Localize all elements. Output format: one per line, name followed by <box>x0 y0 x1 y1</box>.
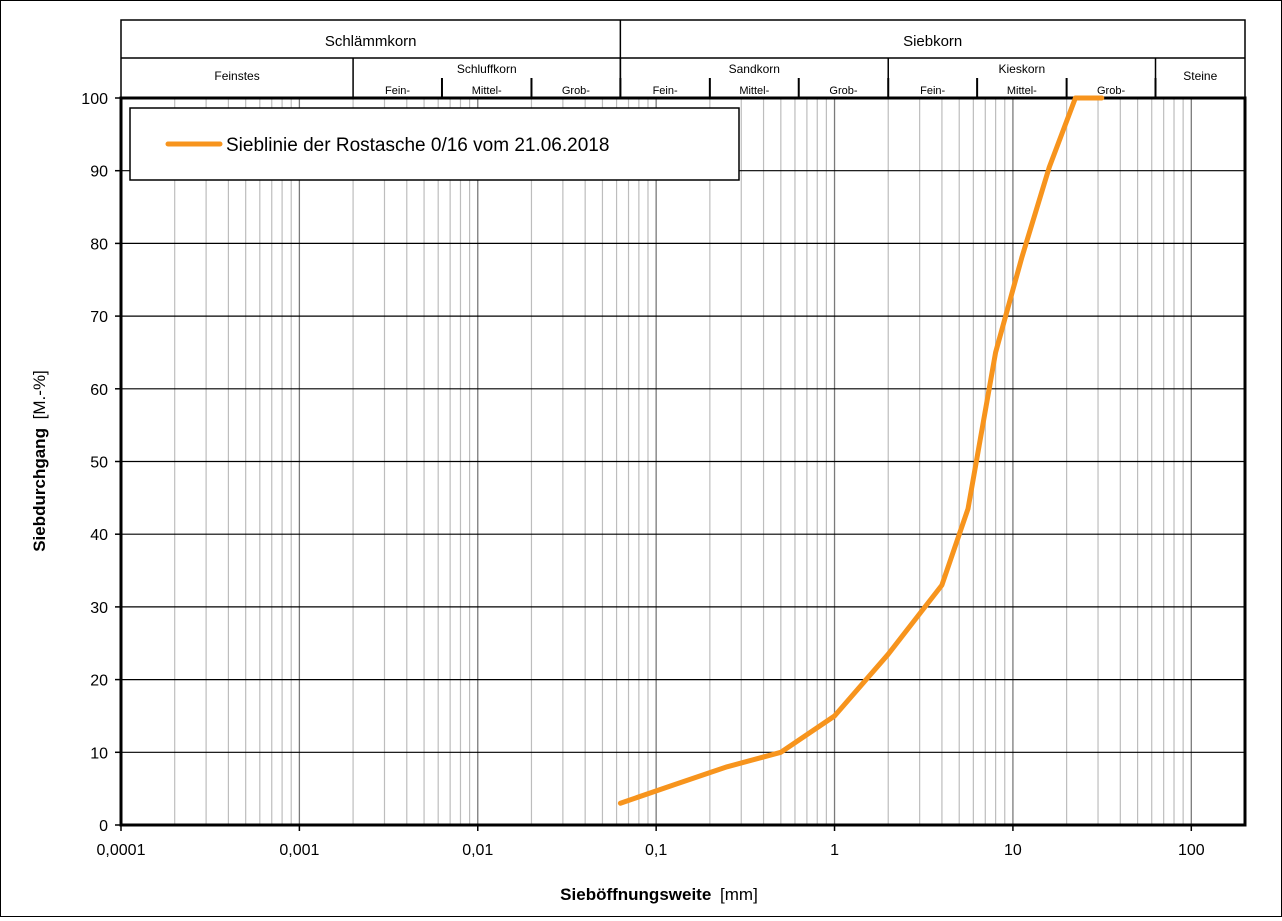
header-subclass-label: Fein- <box>653 85 678 97</box>
x-axis-label-main: Sieböffnungsweite <box>560 885 711 904</box>
header-class-label: Kieskorn <box>999 62 1046 76</box>
header-subclass-label: Grob- <box>829 85 857 97</box>
header-subclass-label: Grob- <box>1097 85 1125 97</box>
header-subclass-label: Fein- <box>920 85 945 97</box>
grid-lines <box>121 98 1245 825</box>
header-subclass-label: Fein- <box>385 85 410 97</box>
legend-entry-label: Sieblinie der Rostasche 0/16 vom 21.06.2… <box>226 135 609 156</box>
y-tick-label: 60 <box>90 382 108 399</box>
y-tick-label: 20 <box>90 673 108 690</box>
y-axis-label-unit: [M.-%] <box>30 370 49 419</box>
header-group-label: Siebkorn <box>903 33 962 50</box>
x-axis-label: Sieböffnungsweite [mm] <box>560 885 758 904</box>
header-class-label: Sandkorn <box>729 62 780 76</box>
header-subclass-label: Mittel- <box>739 85 769 97</box>
y-axis-label: Siebdurchgang [M.-%] <box>30 370 49 552</box>
x-tick-label: 100 <box>1178 842 1205 859</box>
header-class-label: Schluffkorn <box>457 62 517 76</box>
header-subclass-label: Mittel- <box>472 85 502 97</box>
y-tick-label: 80 <box>90 236 108 253</box>
x-tick-label: 0,001 <box>279 842 319 859</box>
header-class-label: Steine <box>1183 69 1217 83</box>
header-class-label: Feinstes <box>214 69 259 83</box>
y-tick-label: 30 <box>90 600 108 617</box>
y-tick-label: 10 <box>90 745 108 762</box>
y-tick-label: 0 <box>99 818 108 835</box>
series-layer <box>620 98 1102 803</box>
y-tick-label: 100 <box>81 91 108 108</box>
x-tick-label: 0,01 <box>462 842 493 859</box>
series-line-rostasche <box>620 98 1101 803</box>
y-tick-label: 70 <box>90 309 108 326</box>
axes: 0 10 20 30 40 50 60 70 80 90 100 0,0001 0,001 0,01 0,1… <box>81 91 1245 859</box>
header-group-label: Schlämmkorn <box>325 33 417 50</box>
header-subclass-label: Grob- <box>562 85 590 97</box>
x-tick-label: 0,0001 <box>97 842 146 859</box>
legend: Sieblinie der Rostasche 0/16 vom 21.06.2… <box>130 108 739 180</box>
x-axis-label-unit: [mm] <box>720 885 758 904</box>
y-axis-label-main: Siebdurchgang <box>30 428 49 552</box>
header-subclass-label: Mittel- <box>1007 85 1037 97</box>
x-tick-label: 1 <box>830 842 839 859</box>
y-tick-label: 90 <box>90 164 108 181</box>
y-tick-label: 40 <box>90 527 108 544</box>
y-tick-label: 50 <box>90 455 108 472</box>
x-tick-label: 10 <box>1004 842 1022 859</box>
x-tick-label: 0,1 <box>645 842 667 859</box>
